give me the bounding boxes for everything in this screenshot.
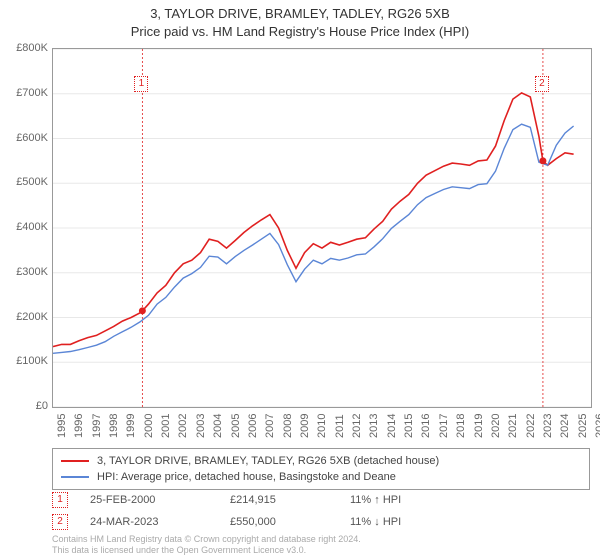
legend-swatch-blue: [61, 476, 89, 478]
sale-date-1: 25-FEB-2000: [90, 494, 230, 506]
footer-attribution: Contains HM Land Registry data © Crown c…: [52, 534, 361, 556]
y-tick-label: £0: [2, 400, 48, 412]
plot-area: [52, 48, 592, 408]
x-tick-label: 2022: [525, 414, 537, 438]
sale-delta-1: 11% ↑ HPI: [350, 494, 450, 506]
x-tick-label: 2017: [438, 414, 450, 438]
series-price_paid: [53, 93, 574, 347]
legend-label-1: 3, TAYLOR DRIVE, BRAMLEY, TADLEY, RG26 5…: [97, 455, 439, 467]
x-tick-label: 2006: [247, 414, 259, 438]
footer-line-2: This data is licensed under the Open Gov…: [52, 545, 361, 556]
chart-title-sub: Price paid vs. HM Land Registry's House …: [0, 24, 600, 39]
x-tick-label: 2023: [542, 414, 554, 438]
x-tick-label: 2005: [230, 414, 242, 438]
legend-row-1: 3, TAYLOR DRIVE, BRAMLEY, TADLEY, RG26 5…: [61, 453, 581, 469]
chart-container: { "titles": { "main": "3, TAYLOR DRIVE, …: [0, 0, 600, 560]
marker-dot-2: [539, 157, 546, 164]
x-tick-label: 2007: [264, 414, 276, 438]
y-tick-label: £400K: [2, 221, 48, 233]
sale-marker-1: 1: [52, 492, 68, 508]
x-tick-label: 1996: [73, 414, 85, 438]
marker-box-1: 1: [134, 76, 148, 92]
x-tick-label: 1998: [108, 414, 120, 438]
y-tick-label: £600K: [2, 132, 48, 144]
y-tick-label: £700K: [2, 87, 48, 99]
x-tick-label: 2011: [334, 414, 346, 438]
x-tick-label: 2001: [160, 414, 172, 438]
y-tick-label: £200K: [2, 311, 48, 323]
x-tick-label: 2014: [386, 414, 398, 438]
marker-box-2: 2: [535, 76, 549, 92]
sale-marker-2: 2: [52, 514, 68, 530]
x-tick-label: 1997: [91, 414, 103, 438]
x-tick-label: 2026: [594, 414, 600, 438]
x-tick-label: 2019: [473, 414, 485, 438]
x-tick-label: 2012: [351, 414, 363, 438]
legend-label-2: HPI: Average price, detached house, Basi…: [97, 471, 396, 483]
legend-box: 3, TAYLOR DRIVE, BRAMLEY, TADLEY, RG26 5…: [52, 448, 590, 490]
y-tick-label: £500K: [2, 176, 48, 188]
chart-title-main: 3, TAYLOR DRIVE, BRAMLEY, TADLEY, RG26 5…: [0, 6, 600, 21]
sale-date-2: 24-MAR-2023: [90, 516, 230, 528]
legend-row-2: HPI: Average price, detached house, Basi…: [61, 469, 581, 485]
x-tick-label: 2013: [368, 414, 380, 438]
sale-row-2: 2 24-MAR-2023 £550,000 11% ↓ HPI: [52, 512, 592, 532]
y-tick-label: £300K: [2, 266, 48, 278]
marker-dot-1: [139, 307, 146, 314]
x-tick-label: 2021: [507, 414, 519, 438]
series-hpi: [53, 124, 574, 353]
footer-line-1: Contains HM Land Registry data © Crown c…: [52, 534, 361, 545]
x-tick-label: 2000: [143, 414, 155, 438]
x-tick-label: 2025: [577, 414, 589, 438]
sale-delta-2: 11% ↓ HPI: [350, 516, 450, 528]
x-tick-label: 2015: [403, 414, 415, 438]
chart-svg: [53, 49, 591, 407]
y-tick-label: £100K: [2, 355, 48, 367]
x-tick-label: 2020: [490, 414, 502, 438]
x-tick-label: 1999: [125, 414, 137, 438]
x-tick-label: 2003: [195, 414, 207, 438]
sale-price-2: £550,000: [230, 516, 350, 528]
x-tick-label: 2018: [455, 414, 467, 438]
x-tick-label: 2016: [420, 414, 432, 438]
x-tick-label: 2010: [316, 414, 328, 438]
y-tick-label: £800K: [2, 42, 48, 54]
x-tick-label: 2004: [212, 414, 224, 438]
sale-price-1: £214,915: [230, 494, 350, 506]
legend-swatch-red: [61, 460, 89, 462]
sales-table: 1 25-FEB-2000 £214,915 11% ↑ HPI 2 24-MA…: [52, 490, 592, 534]
x-tick-label: 2009: [299, 414, 311, 438]
sale-row-1: 1 25-FEB-2000 £214,915 11% ↑ HPI: [52, 490, 592, 510]
x-tick-label: 2002: [177, 414, 189, 438]
x-tick-label: 1995: [56, 414, 68, 438]
x-tick-label: 2024: [559, 414, 571, 438]
x-tick-label: 2008: [282, 414, 294, 438]
